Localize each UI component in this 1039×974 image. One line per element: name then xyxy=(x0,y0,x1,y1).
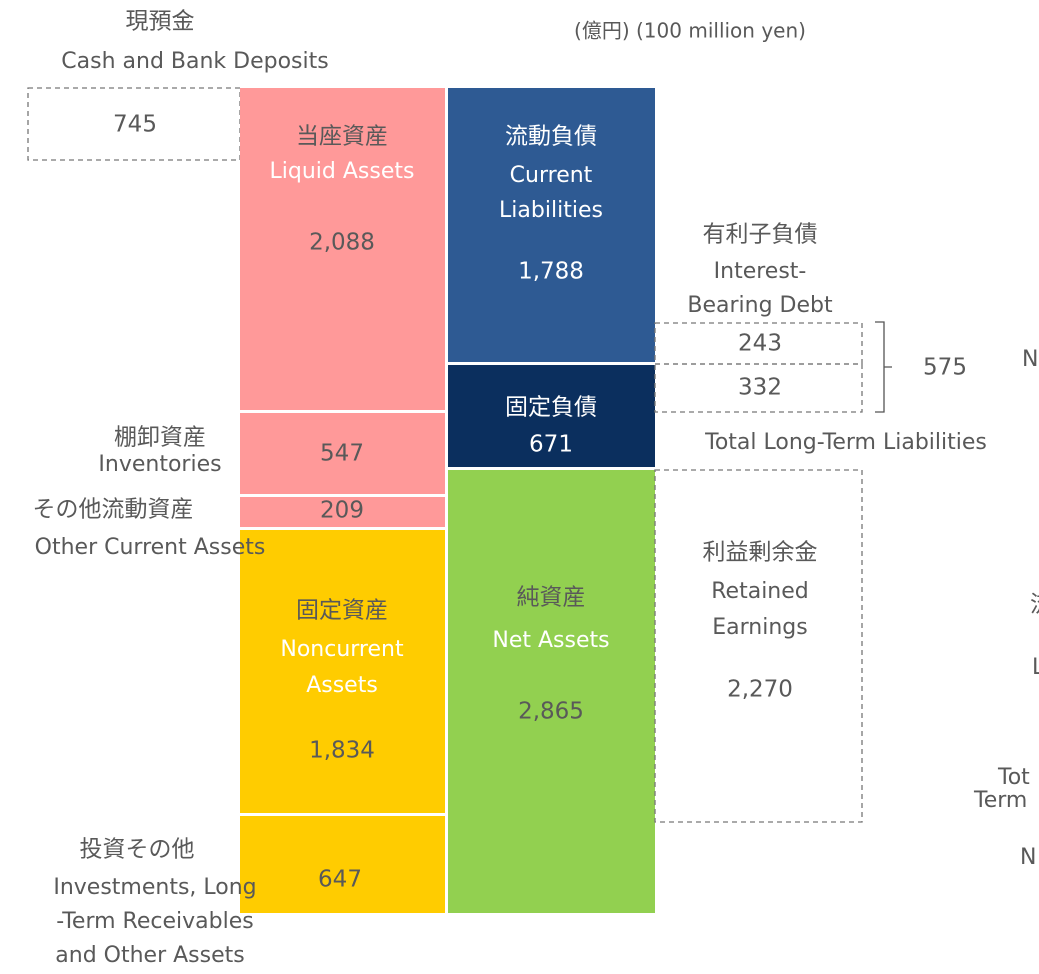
noncurrent-en: Assets xyxy=(306,673,378,698)
current-liab-value: 1,788 xyxy=(518,259,584,285)
cash-jp: 現預金 xyxy=(126,9,195,35)
liquid-en: Liquid Assets xyxy=(270,159,415,184)
inventories-jp: 棚卸資産 xyxy=(114,425,206,451)
liquid-jp: 当座資産 xyxy=(296,124,388,150)
retained-en: Retained xyxy=(711,579,809,604)
long-term-value: 671 xyxy=(529,432,573,458)
ibd-en: Interest- xyxy=(714,259,807,284)
current-liab-block xyxy=(448,88,655,362)
noncurrent-en: Noncurrent xyxy=(280,637,404,662)
unit-note: (億円) (100 million yen) xyxy=(574,19,806,43)
investments-block xyxy=(240,816,445,913)
other-current-en: Other Current Assets xyxy=(35,535,266,560)
cut-off-text: Tot xyxy=(997,765,1030,790)
noncurrent-jp: 固定資産 xyxy=(296,598,388,624)
investments-jp: 投資その他 xyxy=(80,837,195,863)
cut-off-text: N xyxy=(1020,845,1036,870)
bracket xyxy=(875,321,892,413)
long-term-block xyxy=(448,365,655,467)
liquid-block xyxy=(240,88,445,410)
ibd-value: 332 xyxy=(738,375,782,401)
net-assets-en: Net Assets xyxy=(492,628,609,653)
retained-value: 2,270 xyxy=(727,677,793,703)
net-assets-value: 2,865 xyxy=(518,699,584,725)
other-current-jp: その他流動資産 xyxy=(33,497,194,523)
noncurrent-block xyxy=(240,530,445,813)
retained-en: Earnings xyxy=(712,615,807,640)
noncurrent-value: 1,834 xyxy=(309,738,375,764)
cut-off-text: L xyxy=(1032,655,1039,680)
retained-box xyxy=(654,469,863,823)
investments-en: -Term Receivables xyxy=(56,909,253,934)
cut-off-text: Term xyxy=(973,788,1027,813)
ibd-jp: 有利子負債 xyxy=(703,222,818,248)
inventories-value: 547 xyxy=(320,441,364,467)
ibd-value: 243 xyxy=(738,331,782,357)
inventories-block xyxy=(240,413,445,494)
other-current-block xyxy=(240,497,445,527)
total-long-term-label: Total Long-Term Liabilities xyxy=(704,430,987,455)
other-current-value: 209 xyxy=(320,498,364,524)
net-assets-block xyxy=(448,470,655,913)
cut-off-text: N xyxy=(1022,347,1038,372)
net-assets-jp: 純資産 xyxy=(517,585,586,611)
current-liab-en: Current xyxy=(510,163,593,188)
cash-value: 745 xyxy=(113,112,157,138)
ibd-box xyxy=(654,363,863,413)
investments-value: 647 xyxy=(318,867,362,893)
ibd-total: 575 xyxy=(923,355,967,381)
cash-en: Cash and Bank Deposits xyxy=(61,49,328,74)
cut-off-text: 流 xyxy=(1030,592,1039,618)
long-term-jp: 固定負債 xyxy=(505,395,597,421)
investments-en: and Other Assets xyxy=(55,943,244,968)
inventories-en: Inventories xyxy=(98,452,221,477)
liquid-value: 2,088 xyxy=(309,230,375,256)
ibd-en: Bearing Debt xyxy=(687,293,833,318)
retained-jp: 利益剰余金 xyxy=(703,540,818,566)
current-liab-en: Liabilities xyxy=(499,198,603,223)
current-liab-jp: 流動負債 xyxy=(505,124,597,150)
investments-en: Investments, Long xyxy=(53,875,256,900)
